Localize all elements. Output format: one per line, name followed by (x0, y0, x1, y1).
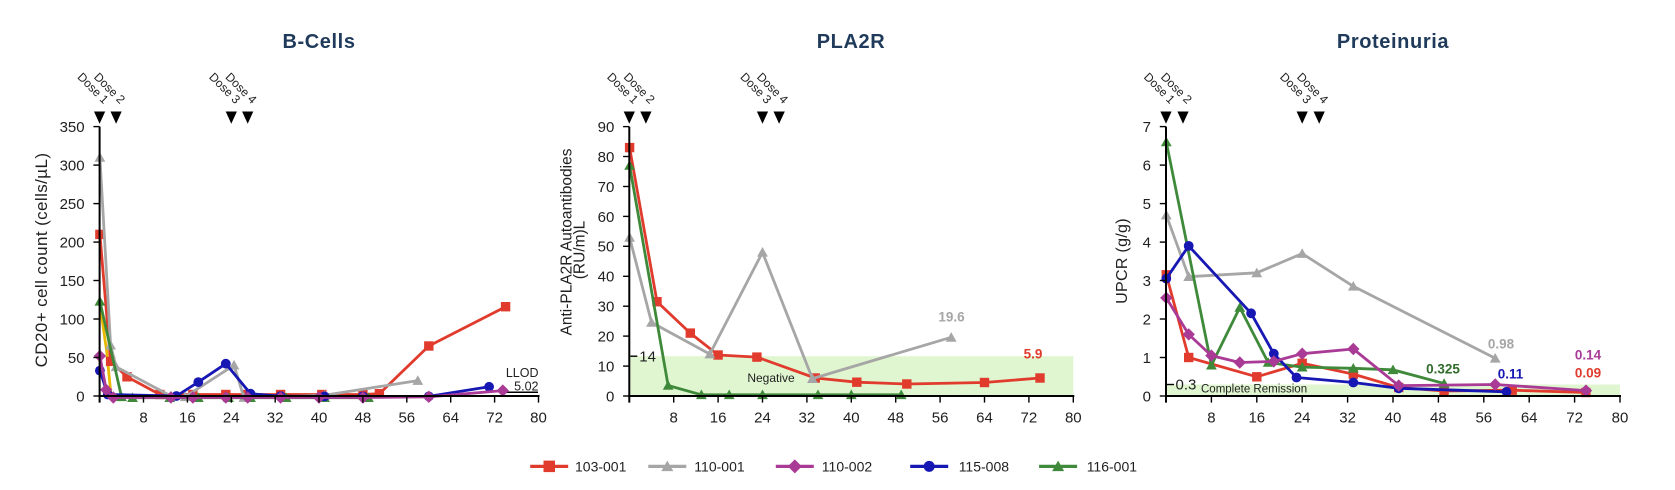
svg-text:48: 48 (355, 409, 372, 426)
svg-text:20: 20 (598, 329, 615, 346)
svg-text:0.3: 0.3 (1176, 377, 1197, 394)
svg-text:0.14: 0.14 (1575, 348, 1602, 363)
svg-text:64: 64 (976, 409, 993, 426)
svg-text:24: 24 (754, 409, 771, 426)
svg-text:10: 10 (598, 358, 615, 375)
svg-text:56: 56 (398, 409, 415, 426)
svg-text:8: 8 (1207, 409, 1215, 426)
svg-text:4: 4 (1143, 234, 1151, 251)
svg-text:Complete Remission: Complete Remission (1201, 384, 1307, 396)
svg-text:110-002: 110-002 (822, 458, 873, 474)
svg-text:Negative: Negative (747, 371, 795, 385)
svg-text:16: 16 (1248, 409, 1265, 426)
svg-text:110-001: 110-001 (694, 458, 745, 474)
svg-text:5: 5 (1143, 196, 1151, 213)
svg-text:30: 30 (598, 299, 615, 316)
svg-text:200: 200 (60, 234, 85, 251)
svg-text:16: 16 (179, 409, 196, 426)
svg-text:80: 80 (1065, 409, 1082, 426)
svg-text:0: 0 (606, 388, 614, 405)
svg-text:300: 300 (60, 157, 85, 174)
svg-text:0.11: 0.11 (1498, 367, 1524, 382)
svg-text:116-001: 116-001 (1087, 458, 1138, 474)
svg-text:7: 7 (1143, 119, 1151, 136)
svg-text:64: 64 (442, 409, 459, 426)
svg-text:90: 90 (598, 119, 615, 136)
svg-text:40: 40 (843, 409, 860, 426)
svg-text:Proteinuria: Proteinuria (1337, 31, 1449, 53)
svg-text:60: 60 (598, 209, 615, 226)
svg-text:40: 40 (311, 409, 328, 426)
svg-text:40: 40 (598, 269, 615, 286)
svg-text:103-001: 103-001 (575, 458, 627, 474)
svg-text:0.09: 0.09 (1575, 366, 1601, 381)
svg-text:5.02: 5.02 (514, 380, 538, 394)
svg-text:8: 8 (139, 409, 147, 426)
svg-text:0: 0 (76, 388, 84, 405)
svg-text:48: 48 (1430, 409, 1447, 426)
svg-text:32: 32 (799, 409, 816, 426)
svg-text:UPCR (g/g): UPCR (g/g) (1114, 218, 1131, 304)
svg-text:100: 100 (60, 311, 85, 328)
svg-text:Anti-PLA2R Autoantibodies: Anti-PLA2R Autoantibodies (559, 148, 576, 335)
svg-text:8: 8 (670, 409, 678, 426)
svg-text:24: 24 (223, 409, 240, 426)
svg-text:32: 32 (267, 409, 284, 426)
svg-text:0.325: 0.325 (1426, 362, 1460, 377)
svg-text:CD20+ cell count (cells/µL): CD20+ cell count (cells/µL) (32, 153, 51, 368)
svg-text:150: 150 (60, 273, 85, 290)
svg-text:5.9: 5.9 (1024, 347, 1043, 362)
svg-text:72: 72 (1021, 409, 1038, 426)
svg-text:72: 72 (1566, 409, 1583, 426)
svg-text:2: 2 (1143, 311, 1151, 328)
svg-text:80: 80 (598, 149, 615, 166)
svg-text:50: 50 (68, 350, 85, 367)
svg-text:72: 72 (486, 409, 503, 426)
svg-text:19.6: 19.6 (938, 310, 965, 325)
svg-text:32: 32 (1339, 409, 1356, 426)
svg-text:(RU/m)L: (RU/m)L (572, 220, 589, 279)
svg-text:24: 24 (1294, 409, 1311, 426)
svg-text:6: 6 (1143, 157, 1151, 174)
svg-text:115-008: 115-008 (959, 458, 1010, 474)
svg-text:0.98: 0.98 (1488, 337, 1515, 352)
svg-text:1: 1 (1143, 350, 1151, 367)
svg-text:40: 40 (1385, 409, 1402, 426)
svg-text:48: 48 (887, 409, 904, 426)
svg-text:80: 80 (530, 409, 547, 426)
svg-text:3: 3 (1143, 273, 1151, 290)
svg-text:16: 16 (710, 409, 727, 426)
svg-text:LLOD: LLOD (506, 366, 539, 380)
svg-text:70: 70 (598, 179, 615, 196)
svg-text:64: 64 (1521, 409, 1538, 426)
svg-text:250: 250 (60, 196, 85, 213)
svg-text:56: 56 (1475, 409, 1492, 426)
svg-text:PLA2R: PLA2R (817, 31, 886, 53)
svg-text:80: 80 (1612, 409, 1629, 426)
svg-text:B-Cells: B-Cells (282, 31, 355, 53)
svg-text:0: 0 (1143, 388, 1151, 405)
svg-text:14: 14 (639, 349, 656, 366)
svg-text:350: 350 (60, 119, 85, 136)
svg-text:56: 56 (932, 409, 949, 426)
svg-text:50: 50 (598, 239, 615, 256)
